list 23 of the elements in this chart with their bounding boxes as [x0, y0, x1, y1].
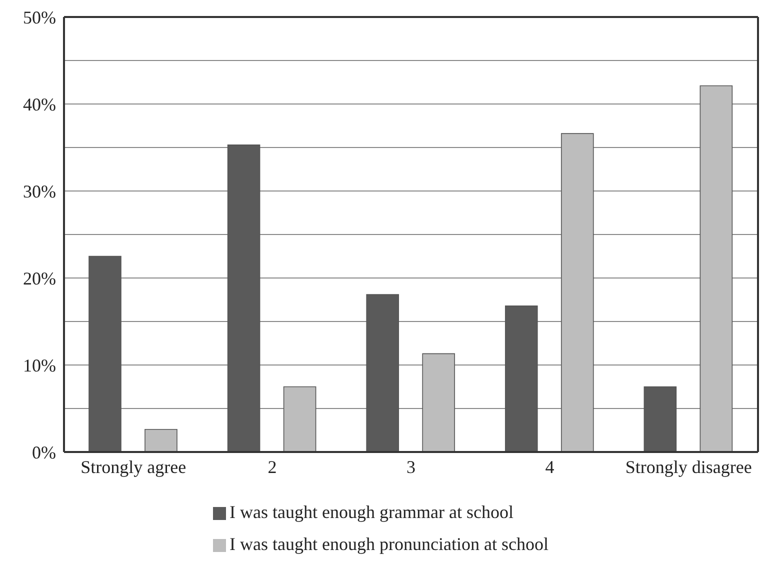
- y-tick-label: 40%: [23, 94, 56, 114]
- y-tick-label: 50%: [23, 7, 56, 28]
- x-tick-label: Strongly agree: [80, 456, 186, 477]
- bar: [144, 428, 178, 452]
- x-tick-label: 2: [268, 456, 277, 477]
- y-tick-label: 0%: [32, 442, 56, 462]
- bar: [422, 353, 455, 452]
- bar: [227, 144, 260, 452]
- bar: [283, 386, 316, 452]
- legend-label: I was taught enough grammar at school: [230, 502, 514, 522]
- bar: [560, 133, 594, 452]
- x-tick-label: 4: [545, 456, 554, 477]
- y-tick-label: 20%: [23, 268, 56, 288]
- legend-label: I was taught enough pronunciation at school: [230, 534, 548, 554]
- y-tick-label: 30%: [23, 181, 56, 202]
- bar: [88, 256, 122, 452]
- x-tick-label: Strongly disagree: [625, 456, 752, 477]
- bar: [504, 305, 538, 452]
- bar: [700, 85, 733, 452]
- y-tick-label: 10%: [23, 355, 56, 376]
- bar: [366, 294, 399, 452]
- bar: [644, 386, 677, 452]
- x-tick-label: 3: [406, 456, 416, 477]
